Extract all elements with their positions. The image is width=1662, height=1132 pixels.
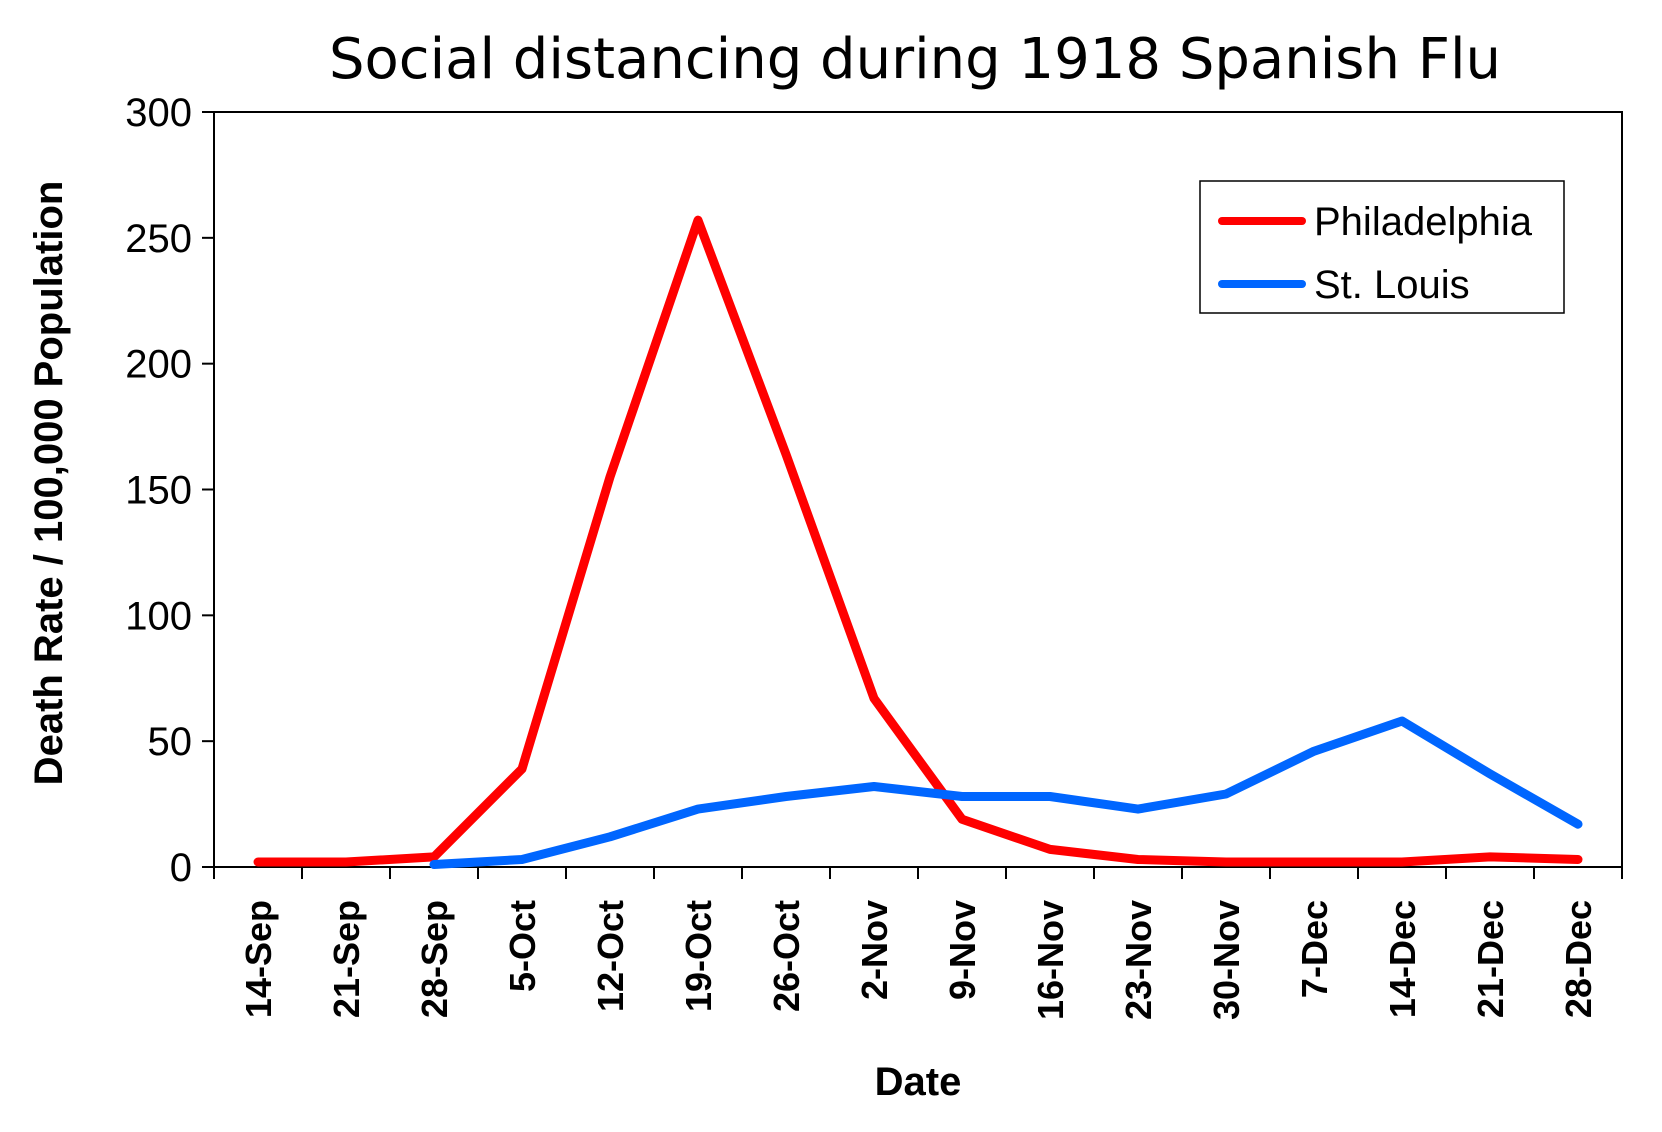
x-tick-label: 5-Oct (502, 900, 543, 992)
x-tick-label: 9-Nov (942, 900, 983, 1000)
y-tick-label: 200 (125, 343, 192, 387)
x-tick-label: 14-Dec (1382, 900, 1423, 1018)
y-tick-label: 100 (125, 594, 192, 638)
legend-label: Philadelphia (1314, 200, 1533, 244)
legend: Philadelphia St. Louis (1199, 180, 1565, 314)
series-line-st-louis (429, 716, 1583, 869)
x-tick-label: 28-Sep (414, 900, 455, 1018)
y-tick-label: 50 (148, 720, 193, 764)
y-tick-label: 0 (170, 846, 192, 890)
y-axis: 0 50 100 150 200 250 300 (125, 91, 214, 890)
legend-box (1199, 180, 1565, 314)
x-tick-label: 28-Dec (1558, 900, 1599, 1018)
x-axis-label: Date (875, 1060, 962, 1104)
x-tick-label: 30-Nov (1206, 900, 1247, 1020)
chart-title: Social distancing during 1918 Spanish Fl… (329, 27, 1501, 92)
y-tick-label: 150 (125, 469, 192, 513)
y-axis-label: Death Rate / 100,000 Population (27, 181, 71, 786)
x-tick-label: 21-Sep (326, 900, 367, 1018)
x-axis: 14-Sep 21-Sep 28-Sep 5-Oct 12-Oct 19-Oct 26-Oc… (213, 867, 1623, 1020)
y-tick-label: 250 (125, 217, 192, 261)
legend-label: St. Louis (1314, 263, 1470, 307)
x-tick-label: 2-Nov (854, 900, 895, 1000)
plot-area-frame (213, 111, 1623, 868)
x-tick-label: 23-Nov (1118, 900, 1159, 1020)
x-tick-label: 14-Sep (238, 900, 279, 1018)
x-tick-label: 21-Dec (1470, 900, 1511, 1018)
series-group (253, 215, 1583, 869)
y-tick-label: 300 (125, 91, 192, 135)
x-tick-label: 12-Oct (590, 900, 631, 1012)
x-tick-label: 16-Nov (1030, 900, 1071, 1020)
series-line-philadelphia (253, 215, 1583, 867)
x-tick-label: 7-Dec (1294, 900, 1335, 998)
x-tick-label: 19-Oct (678, 900, 719, 1012)
x-tick-label: 26-Oct (766, 900, 807, 1012)
